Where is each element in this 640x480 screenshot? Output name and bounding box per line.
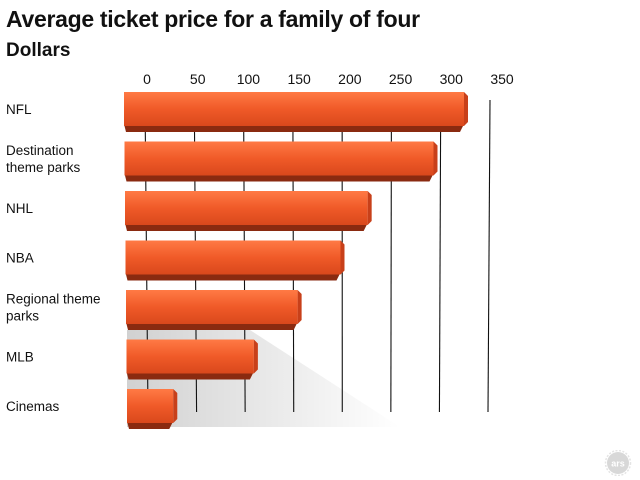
x-tick-label-350: 350 (490, 71, 514, 87)
category-label-line: theme parks (6, 160, 81, 175)
ars-logo-text: ars (611, 459, 625, 469)
bars (124, 92, 468, 429)
bar-6 (127, 389, 178, 429)
gridline-350 (487, 99, 491, 413)
category-label-line: Destination (6, 143, 74, 158)
bar-face (125, 240, 341, 275)
x-tick-label-100: 100 (237, 71, 261, 87)
category-label-line: NFL (6, 102, 32, 117)
chart-subtitle: Dollars (6, 40, 71, 61)
bar-4 (126, 290, 302, 330)
bar-endcap (367, 191, 372, 225)
bar-face (126, 339, 254, 374)
bar-face (127, 389, 174, 423)
bar-face (125, 191, 368, 225)
category-label-0: NFL (6, 102, 32, 117)
category-label-6: Cinemas (6, 399, 60, 414)
category-label-2: NHL (6, 201, 33, 216)
x-tick-label-50: 50 (190, 71, 206, 87)
bar-5 (126, 339, 258, 380)
category-label-5: MLB (6, 350, 34, 365)
bar-endcap (464, 92, 468, 126)
category-label-line: MLB (6, 350, 34, 365)
bar-face (124, 92, 464, 126)
bar-endcap (433, 141, 438, 176)
ars-logo-icon: ars (604, 450, 632, 476)
bar-endcap (340, 240, 345, 275)
x-tick-label-200: 200 (338, 71, 362, 87)
x-tick-label-150: 150 (287, 71, 311, 87)
category-label-line: Cinemas (6, 399, 60, 414)
bar-3 (125, 240, 345, 281)
category-label-1: Destination theme parks (6, 143, 81, 175)
x-tick-label-0: 0 (143, 71, 151, 87)
category-labels: NFL Destination theme parks NHL NBA Regional … (6, 102, 101, 414)
bar-1 (124, 141, 438, 182)
gridline-300 (438, 99, 442, 413)
bar-endcap (253, 339, 258, 374)
x-tick-label-300: 300 (440, 71, 464, 87)
bar-face (124, 141, 434, 176)
x-tick-label-250: 250 (389, 71, 413, 87)
bar-face (126, 290, 298, 324)
chart-title: Average ticket price for a family of fou… (6, 6, 420, 32)
bar-endcap (173, 389, 178, 423)
bar-endcap (297, 290, 302, 324)
category-label-4: Regional theme parks (6, 292, 101, 324)
category-label-line: parks (6, 309, 39, 324)
category-label-3: NBA (6, 251, 34, 266)
category-label-line: Regional theme (6, 292, 101, 307)
bar-2 (125, 191, 372, 231)
category-label-line: NBA (6, 251, 34, 266)
bar-0 (124, 92, 468, 132)
category-label-line: NHL (6, 201, 33, 216)
x-axis-ticks: 0 50 100 150 200 250 300 350 (143, 71, 514, 87)
